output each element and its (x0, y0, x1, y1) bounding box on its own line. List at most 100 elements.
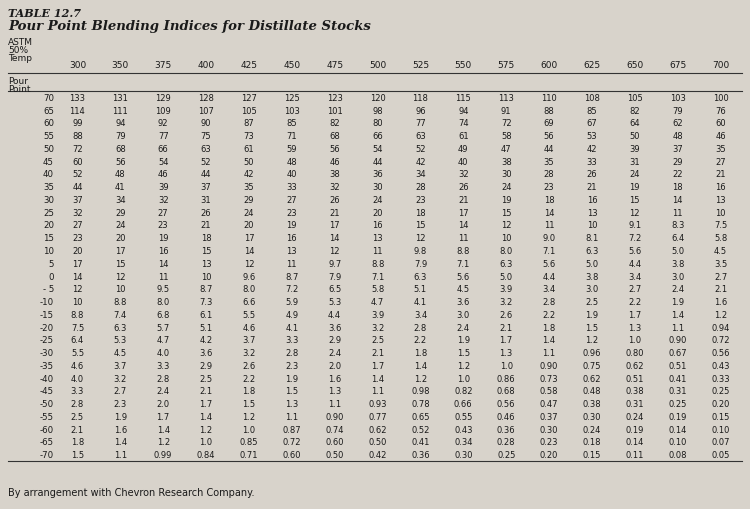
Text: 23: 23 (544, 183, 554, 192)
Text: 0.50: 0.50 (326, 450, 344, 459)
Text: -10: -10 (40, 297, 54, 306)
Text: 0.18: 0.18 (583, 438, 602, 446)
Text: 6.1: 6.1 (200, 310, 213, 319)
Text: 4.2: 4.2 (200, 335, 213, 345)
Text: 3.5: 3.5 (714, 259, 728, 268)
Text: 109: 109 (155, 106, 171, 116)
Text: 0.19: 0.19 (668, 412, 687, 421)
Text: 62: 62 (672, 119, 683, 128)
Text: 0.30: 0.30 (454, 450, 472, 459)
Text: 128: 128 (198, 94, 214, 103)
Text: 7.4: 7.4 (114, 310, 127, 319)
Text: 50: 50 (629, 132, 640, 141)
Text: 0.24: 0.24 (583, 425, 602, 434)
Text: 0.38: 0.38 (583, 399, 602, 408)
Text: 3.3: 3.3 (285, 335, 298, 345)
Text: 475: 475 (326, 62, 344, 70)
Text: 6.8: 6.8 (157, 310, 170, 319)
Text: 9.1: 9.1 (628, 221, 641, 230)
Text: 10: 10 (115, 285, 125, 294)
Text: 1.1: 1.1 (371, 386, 384, 395)
Text: 0.85: 0.85 (240, 438, 258, 446)
Text: 30: 30 (43, 195, 54, 205)
Text: -25: -25 (40, 335, 54, 345)
Text: 53: 53 (586, 132, 597, 141)
Text: 39: 39 (629, 145, 640, 154)
Text: 90: 90 (201, 119, 211, 128)
Text: 3.3: 3.3 (70, 386, 84, 395)
Text: 7.3: 7.3 (200, 297, 213, 306)
Text: Pour: Pour (8, 77, 28, 86)
Text: 1.9: 1.9 (671, 297, 684, 306)
Text: 8.3: 8.3 (671, 221, 684, 230)
Text: 2.9: 2.9 (200, 361, 213, 370)
Text: 0.11: 0.11 (626, 450, 644, 459)
Text: 44: 44 (201, 170, 211, 179)
Text: 1.6: 1.6 (328, 374, 341, 383)
Text: 0.42: 0.42 (368, 450, 387, 459)
Text: 0.96: 0.96 (583, 348, 602, 357)
Text: 40: 40 (458, 157, 469, 166)
Text: 3.2: 3.2 (114, 374, 127, 383)
Text: 63: 63 (415, 132, 426, 141)
Text: 63: 63 (201, 145, 211, 154)
Text: 12: 12 (115, 272, 125, 281)
Text: 66: 66 (158, 145, 169, 154)
Text: 2.0: 2.0 (157, 399, 170, 408)
Text: 1.9: 1.9 (457, 335, 470, 345)
Text: 2.2: 2.2 (414, 335, 427, 345)
Text: 0.47: 0.47 (540, 399, 558, 408)
Text: 59: 59 (286, 145, 297, 154)
Text: 38: 38 (329, 170, 340, 179)
Text: 13: 13 (201, 259, 211, 268)
Text: 18: 18 (672, 183, 683, 192)
Text: 46: 46 (158, 170, 169, 179)
Text: 2.1: 2.1 (200, 386, 213, 395)
Text: 4.0: 4.0 (157, 348, 170, 357)
Text: 0.43: 0.43 (711, 361, 730, 370)
Text: 50: 50 (244, 157, 254, 166)
Text: 76: 76 (716, 106, 726, 116)
Text: 0.77: 0.77 (368, 412, 387, 421)
Text: 17: 17 (72, 259, 82, 268)
Text: 1.5: 1.5 (242, 399, 256, 408)
Text: 5.0: 5.0 (500, 272, 513, 281)
Text: 94: 94 (458, 106, 469, 116)
Text: 133: 133 (70, 94, 86, 103)
Text: 50%: 50% (8, 46, 28, 55)
Text: 30: 30 (501, 170, 512, 179)
Text: 46: 46 (329, 157, 340, 166)
Text: 5.6: 5.6 (457, 272, 470, 281)
Text: 5.1: 5.1 (414, 285, 427, 294)
Text: 700: 700 (712, 62, 729, 70)
Text: 2.6: 2.6 (500, 310, 513, 319)
Text: 41: 41 (115, 183, 125, 192)
Text: 12: 12 (501, 221, 512, 230)
Text: 1.2: 1.2 (200, 425, 213, 434)
Text: 110: 110 (542, 94, 557, 103)
Text: 108: 108 (584, 94, 600, 103)
Text: 0.25: 0.25 (668, 399, 687, 408)
Text: 0.78: 0.78 (411, 399, 430, 408)
Text: 50: 50 (43, 145, 54, 154)
Text: 2.2: 2.2 (628, 297, 641, 306)
Text: 1.3: 1.3 (328, 386, 341, 395)
Text: 60: 60 (43, 119, 54, 128)
Text: 1.5: 1.5 (457, 348, 470, 357)
Text: 1.2: 1.2 (157, 438, 170, 446)
Text: 5.1: 5.1 (200, 323, 213, 332)
Text: 1.8: 1.8 (542, 323, 556, 332)
Text: 56: 56 (115, 157, 125, 166)
Text: 8.8: 8.8 (370, 259, 384, 268)
Text: 2.0: 2.0 (328, 361, 341, 370)
Text: 1.0: 1.0 (500, 361, 513, 370)
Text: 47: 47 (501, 145, 512, 154)
Text: 25: 25 (43, 208, 54, 217)
Text: 13: 13 (586, 208, 597, 217)
Text: -40: -40 (40, 374, 54, 383)
Text: 1.1: 1.1 (671, 323, 684, 332)
Text: 107: 107 (198, 106, 214, 116)
Text: 2.3: 2.3 (114, 399, 127, 408)
Text: 19: 19 (501, 195, 512, 205)
Text: 0.90: 0.90 (540, 361, 558, 370)
